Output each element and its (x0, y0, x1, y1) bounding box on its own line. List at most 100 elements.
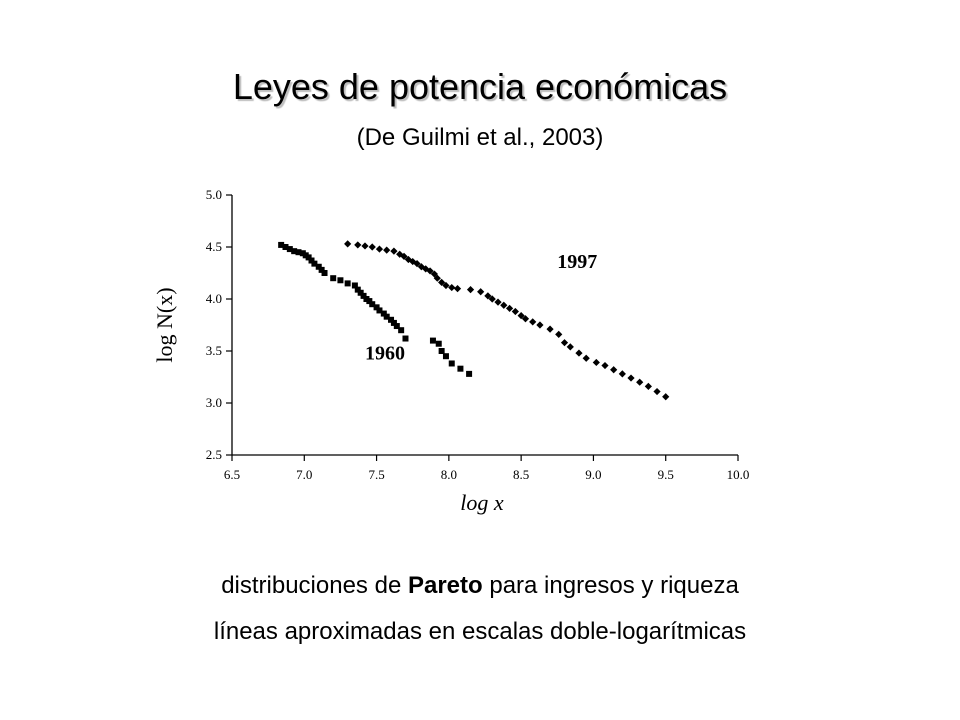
point-1997 (368, 243, 376, 251)
point-1997 (396, 250, 404, 258)
point-1960 (393, 323, 400, 330)
point-1997 (438, 278, 446, 286)
point-1997 (644, 382, 652, 390)
point-1997 (354, 241, 362, 249)
chart-ticks: 6.5 7.0 7.5 8.0 8.5 9.0 9.5 10.0 2.5 3.0 3.5 4.0 4.5… (206, 187, 750, 482)
point-1960 (321, 270, 328, 276)
y-axis-label: log N(x) (152, 287, 177, 362)
point-1960 (429, 337, 436, 344)
caption-line-1: distribuciones de Pareto para ingresos y… (0, 572, 960, 600)
caption-text-after: para ingresos y riqueza (482, 572, 739, 599)
x-tick-label: 8.0 (441, 467, 457, 482)
point-1997 (610, 366, 618, 374)
caption-pareto: Pareto (407, 572, 483, 599)
x-tick-label: 7.0 (296, 467, 312, 482)
point-1997 (546, 325, 554, 333)
point-1997 (521, 315, 530, 323)
x-tick-label: 6.5 (224, 467, 240, 482)
point-1997 (361, 242, 369, 250)
y-tick-label: 3.0 (206, 395, 222, 410)
point-1997 (500, 301, 508, 309)
point-1960 (318, 266, 325, 273)
annotation-1997: 1997 (557, 251, 597, 273)
point-1997 (375, 245, 384, 253)
point-1997 (529, 318, 537, 326)
point-1997 (433, 274, 441, 282)
point-1960 (466, 370, 473, 377)
point-1997 (417, 263, 425, 271)
slide-title: Leyes de potencia económicas (232, 66, 728, 107)
point-1960 (291, 248, 298, 255)
x-tick-label: 7.5 (368, 467, 384, 482)
y-tick-label: 4.5 (206, 239, 222, 254)
point-1997 (566, 343, 574, 351)
point-1997 (390, 247, 398, 255)
point-1960 (337, 277, 344, 284)
point-1960 (286, 246, 293, 253)
point-1960 (344, 280, 351, 287)
point-1960 (438, 348, 445, 354)
point-1960 (383, 313, 390, 320)
point-1960 (390, 319, 397, 326)
point-1997 (636, 378, 644, 386)
point-1960 (398, 327, 405, 334)
point-1997 (344, 240, 352, 248)
point-1960 (308, 257, 315, 264)
point-1960 (282, 244, 289, 250)
point-1997 (426, 267, 434, 275)
point-1960 (330, 275, 337, 282)
point-1960 (278, 241, 285, 248)
point-1997 (505, 304, 514, 312)
y-tick-label: 4.0 (206, 291, 222, 306)
point-1997 (477, 288, 485, 296)
point-1997 (517, 312, 525, 320)
annotation-1960: 1960 (365, 342, 405, 364)
slide-subtitle: (De Guilmi et al., 2003) (356, 124, 604, 151)
point-1960 (354, 286, 361, 293)
point-1960 (357, 289, 364, 296)
point-1960 (435, 340, 442, 347)
point-1960 (369, 301, 376, 308)
point-1960 (305, 254, 312, 261)
point-1997 (653, 387, 661, 396)
point-1997 (488, 295, 496, 303)
point-1960 (311, 260, 318, 267)
point-1960 (380, 310, 387, 317)
y-tick-label: 5.0 (206, 187, 222, 202)
point-1960 (442, 353, 449, 360)
point-1997 (383, 246, 391, 254)
point-1997 (413, 260, 421, 268)
point-1997 (575, 349, 583, 357)
point-1997 (453, 285, 462, 293)
point-1997 (555, 330, 563, 338)
x-tick-label: 9.5 (658, 467, 674, 482)
point-1997 (536, 321, 544, 329)
point-1997 (662, 393, 670, 401)
point-1997 (430, 270, 438, 278)
point-1997 (618, 370, 626, 378)
point-1960 (388, 316, 395, 323)
series-1960 (278, 241, 473, 377)
point-1960 (351, 282, 358, 289)
y-tick-label: 3.5 (206, 343, 222, 358)
x-tick-label: 9.0 (585, 467, 601, 482)
point-1997 (494, 298, 502, 306)
caption-text-before: distribuciones de (221, 572, 408, 599)
point-1997 (601, 361, 609, 370)
point-1960 (457, 365, 464, 372)
series-1997 (344, 240, 670, 401)
point-1960 (373, 304, 380, 311)
point-1997 (448, 283, 456, 292)
y-tick-label: 2.5 (206, 447, 222, 462)
point-1997 (592, 358, 600, 367)
x-tick-label: 8.5 (513, 467, 529, 482)
point-1960 (366, 298, 373, 305)
point-1960 (376, 307, 383, 314)
point-1960 (448, 360, 455, 367)
point-1997 (400, 252, 408, 260)
x-tick-label: 10.0 (727, 467, 750, 482)
point-1997 (582, 354, 590, 362)
point-1960 (315, 263, 322, 270)
point-1960 (402, 335, 409, 342)
chart-axes (231, 195, 738, 456)
